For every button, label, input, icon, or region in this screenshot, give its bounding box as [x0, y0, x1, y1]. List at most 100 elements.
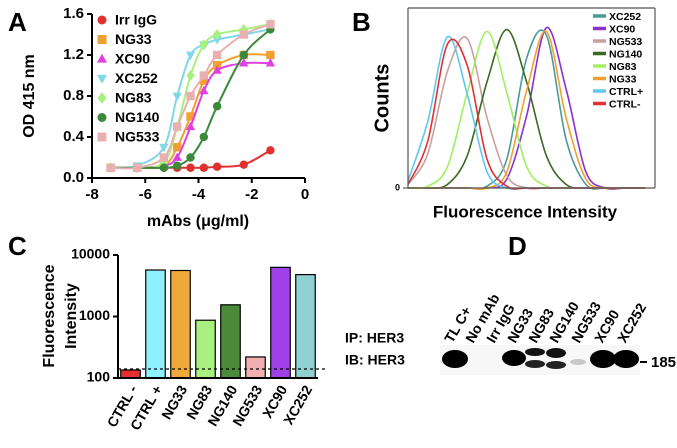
marker — [266, 50, 275, 60]
y-tick-label: 1000 — [79, 307, 110, 323]
marker — [186, 153, 195, 162]
band — [590, 350, 616, 368]
band — [613, 350, 639, 368]
y-tick-label: 10000 — [71, 246, 110, 262]
y-tick-label: 1.6 — [63, 5, 84, 22]
y-tick-label: 0 — [395, 182, 400, 192]
marker — [199, 163, 209, 172]
marker — [159, 163, 169, 172]
legend-marker — [97, 35, 107, 44]
x-tick-label: -8 — [85, 186, 98, 203]
legend-label: Irr IgG — [115, 12, 157, 28]
legend-marker — [97, 132, 107, 142]
marker — [212, 102, 222, 111]
marker — [212, 50, 222, 60]
marker — [133, 163, 142, 172]
ip-label: IP: HER3 — [345, 330, 404, 346]
y-tick-label: 1.2 — [63, 46, 84, 63]
y-axis-label: OD 415 nm — [21, 54, 38, 138]
marker — [199, 85, 209, 95]
y-axis-label: Counts — [371, 64, 393, 133]
lane-label: XC252 — [614, 300, 649, 345]
x-tick-label: -2 — [245, 186, 258, 203]
marker — [212, 29, 222, 40]
band — [442, 350, 468, 368]
legend-label: NG33 — [609, 73, 637, 85]
marker — [239, 58, 249, 67]
bar — [270, 266, 291, 379]
band — [502, 350, 526, 366]
panel-letter: D — [508, 231, 527, 261]
y-tick-label: 0.4 — [63, 128, 85, 145]
legend-label: NG533 — [609, 36, 642, 48]
band — [525, 360, 545, 368]
marker — [186, 112, 195, 121]
panel-letter: C — [8, 231, 27, 261]
legend-label: XC252 — [609, 11, 641, 23]
x-axis-label: Fluorescence Intensity — [433, 202, 618, 221]
marker — [186, 70, 195, 81]
marker — [265, 58, 276, 67]
legend-label: NG533 — [115, 129, 160, 145]
legend-marker — [97, 92, 107, 104]
panel-d: D IP: HER3 IB: HER3 TL C+ No mAb Irr IgG… — [345, 231, 676, 375]
marker — [186, 163, 195, 172]
marker — [159, 143, 169, 153]
marker — [173, 143, 182, 152]
legend-label: XC252 — [115, 70, 158, 86]
legend-label: NG83 — [609, 61, 637, 73]
marker — [159, 153, 169, 162]
legend-label: XC90 — [609, 23, 635, 35]
marker — [185, 121, 196, 131]
marker — [212, 36, 222, 45]
band — [546, 361, 566, 369]
marker — [239, 50, 248, 60]
panel-a: A Irr IgG NG33 XC90 XC252 NG83 NG140 NG533 0.0 0.… — [8, 5, 309, 230]
marker — [106, 163, 115, 172]
marker — [199, 71, 209, 80]
marker — [173, 122, 182, 131]
y-axis-label: Fluorescence — [41, 264, 58, 367]
marker — [239, 30, 248, 39]
bar — [120, 369, 141, 379]
legend-label: XC90 — [115, 51, 150, 67]
legend-marker — [97, 15, 107, 25]
bar — [145, 269, 166, 379]
marker — [212, 61, 222, 70]
band — [570, 359, 586, 365]
marker — [212, 162, 222, 171]
marker — [172, 152, 182, 161]
legend-label: CTRL+ — [609, 86, 643, 98]
legend-label: CTRL- — [609, 98, 641, 110]
legend-marker — [97, 53, 107, 63]
marker — [266, 20, 275, 29]
band — [546, 348, 566, 358]
bar — [295, 274, 316, 379]
legend-label: NG140 — [609, 48, 642, 60]
legend-label: NG33 — [115, 31, 152, 47]
marker — [185, 51, 196, 61]
x-tick-label: -4 — [192, 186, 206, 203]
marker — [199, 132, 209, 142]
marker — [266, 146, 275, 155]
y-tick-label: 0.0 — [63, 169, 84, 186]
ib-label: IB: HER3 — [345, 352, 405, 368]
x-tick-label: -6 — [139, 186, 152, 203]
size-marker-label: 185 — [651, 354, 676, 371]
x-axis-label: mAbs (μg/ml) — [147, 213, 249, 230]
marker — [186, 91, 195, 101]
legend-marker — [97, 113, 107, 122]
marker — [199, 76, 209, 85]
bar — [220, 304, 241, 379]
bar — [170, 269, 191, 379]
legend-label: NG83 — [115, 90, 152, 106]
panel-letter: A — [8, 7, 27, 37]
marker — [239, 160, 248, 169]
marker — [173, 161, 182, 170]
x-tick-label: 0 — [301, 186, 309, 203]
legend-label: NG140 — [115, 109, 160, 125]
band — [525, 348, 545, 356]
